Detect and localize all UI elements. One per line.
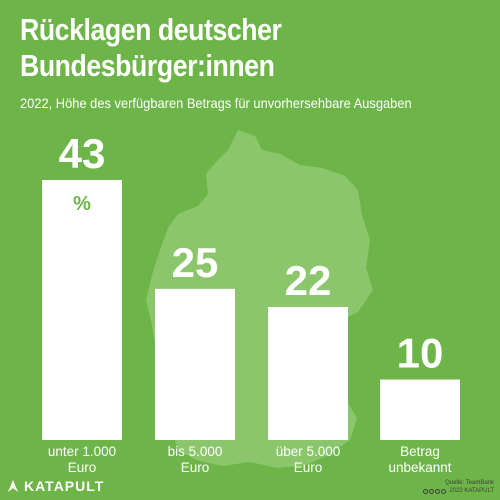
category-label-unter-1-000-euro-line-1: unter 1.000 — [48, 444, 116, 459]
category-label-bis-5-000-euro-line-1: bis 5.000 — [168, 444, 223, 459]
bar-unter-1-000-euro — [42, 180, 122, 440]
title-line-1: Rücklagen deutscher — [20, 12, 282, 47]
value-label-ber-5-000-euro: 22 — [285, 257, 332, 304]
katapult-logo-icon — [8, 480, 18, 492]
creative-commons-icons — [423, 488, 447, 494]
copyright-text: 2022 KATAPULT — [449, 488, 494, 494]
category-label-ber-5-000-euro-line-2: Euro — [294, 460, 323, 475]
category-label-betrag-unbekannt-line-1: Betrag — [400, 444, 440, 459]
value-label-betrag-unbekannt: 10 — [397, 330, 444, 377]
title-line-2: Bundesbürger:innen — [20, 48, 275, 83]
unit-label: % — [73, 193, 91, 215]
value-label-unter-1-000-euro: 43 — [59, 130, 106, 177]
category-label-ber-5-000-euro-line-1: über 5.000 — [276, 444, 341, 459]
bar-betrag-unbekannt — [380, 379, 460, 440]
brand: KATAPULT — [6, 478, 104, 494]
source-block: Quelle: TeamBank 2022 KATAPULT — [423, 479, 494, 495]
subtitle: 2022, Höhe des verfügbaren Betrags für u… — [20, 95, 412, 111]
bar-bis-5-000-euro — [155, 288, 235, 440]
value-label-bis-5-000-euro: 25 — [172, 239, 219, 286]
source-text: Quelle: TeamBank — [445, 480, 494, 486]
category-label-betrag-unbekannt-line-2: unbekannt — [388, 460, 451, 475]
category-label-unter-1-000-euro-line-2: Euro — [68, 460, 97, 475]
bar-ber-5-000-euro — [268, 306, 348, 440]
copyright-line: 2022 KATAPULT — [423, 487, 494, 495]
brand-name: KATAPULT — [24, 478, 105, 494]
category-label-bis-5-000-euro-line-2: Euro — [181, 460, 210, 475]
